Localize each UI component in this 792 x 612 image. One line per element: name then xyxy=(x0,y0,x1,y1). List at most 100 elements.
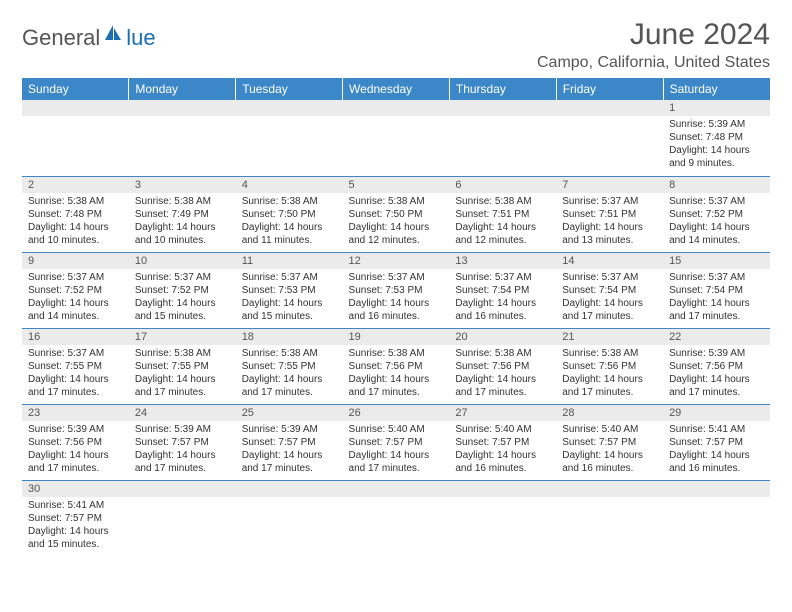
sunset-text: Sunset: 7:57 PM xyxy=(669,436,764,449)
calendar-day-cell xyxy=(449,100,556,176)
sunset-text: Sunset: 7:50 PM xyxy=(242,208,337,221)
calendar-day-cell: 11Sunrise: 5:37 AMSunset: 7:53 PMDayligh… xyxy=(236,252,343,328)
dayname-sun: Sunday xyxy=(22,78,129,100)
day-details: Sunrise: 5:39 AMSunset: 7:56 PMDaylight:… xyxy=(663,345,770,403)
sunset-text: Sunset: 7:55 PM xyxy=(28,360,123,373)
dayname-thu: Thursday xyxy=(449,78,556,100)
daylight-text: Daylight: 14 hours and 14 minutes. xyxy=(28,297,123,323)
daylight-text: Daylight: 14 hours and 17 minutes. xyxy=(455,373,550,399)
daylight-text: Daylight: 14 hours and 14 minutes. xyxy=(669,221,764,247)
day-details: Sunrise: 5:37 AMSunset: 7:52 PMDaylight:… xyxy=(22,269,129,327)
day-number xyxy=(343,481,450,497)
daylight-text: Daylight: 14 hours and 17 minutes. xyxy=(349,449,444,475)
calendar-day-cell: 25Sunrise: 5:39 AMSunset: 7:57 PMDayligh… xyxy=(236,404,343,480)
title-block: June 2024 Campo, California, United Stat… xyxy=(537,18,770,72)
calendar-day-cell: 22Sunrise: 5:39 AMSunset: 7:56 PMDayligh… xyxy=(663,328,770,404)
calendar-day-cell: 9Sunrise: 5:37 AMSunset: 7:52 PMDaylight… xyxy=(22,252,129,328)
day-number: 29 xyxy=(663,405,770,421)
day-details: Sunrise: 5:40 AMSunset: 7:57 PMDaylight:… xyxy=(556,421,663,479)
day-number: 24 xyxy=(129,405,236,421)
calendar-day-cell: 6Sunrise: 5:38 AMSunset: 7:51 PMDaylight… xyxy=(449,176,556,252)
daylight-text: Daylight: 14 hours and 10 minutes. xyxy=(28,221,123,247)
day-number: 1 xyxy=(663,100,770,116)
day-details: Sunrise: 5:37 AMSunset: 7:54 PMDaylight:… xyxy=(449,269,556,327)
sunrise-text: Sunrise: 5:38 AM xyxy=(349,347,444,360)
sunrise-text: Sunrise: 5:38 AM xyxy=(349,195,444,208)
sunrise-text: Sunrise: 5:38 AM xyxy=(28,195,123,208)
brand-logo: General lue xyxy=(22,24,156,51)
calendar-day-cell: 29Sunrise: 5:41 AMSunset: 7:57 PMDayligh… xyxy=(663,404,770,480)
calendar-day-cell: 4Sunrise: 5:38 AMSunset: 7:50 PMDaylight… xyxy=(236,176,343,252)
daylight-text: Daylight: 14 hours and 16 minutes. xyxy=(455,297,550,323)
calendar-day-cell: 18Sunrise: 5:38 AMSunset: 7:55 PMDayligh… xyxy=(236,328,343,404)
day-number: 22 xyxy=(663,329,770,345)
sail-icon xyxy=(103,24,123,47)
dayname-tue: Tuesday xyxy=(236,78,343,100)
day-number: 2 xyxy=(22,177,129,193)
sunrise-text: Sunrise: 5:39 AM xyxy=(28,423,123,436)
calendar-day-cell: 10Sunrise: 5:37 AMSunset: 7:52 PMDayligh… xyxy=(129,252,236,328)
sunset-text: Sunset: 7:53 PM xyxy=(242,284,337,297)
daylight-text: Daylight: 14 hours and 12 minutes. xyxy=(349,221,444,247)
sunset-text: Sunset: 7:55 PM xyxy=(135,360,230,373)
sunrise-text: Sunrise: 5:37 AM xyxy=(349,271,444,284)
month-title: June 2024 xyxy=(537,18,770,52)
sunset-text: Sunset: 7:54 PM xyxy=(455,284,550,297)
day-details: Sunrise: 5:38 AMSunset: 7:50 PMDaylight:… xyxy=(343,193,450,251)
day-details: Sunrise: 5:38 AMSunset: 7:55 PMDaylight:… xyxy=(236,345,343,403)
day-number: 6 xyxy=(449,177,556,193)
day-number: 11 xyxy=(236,253,343,269)
sunset-text: Sunset: 7:51 PM xyxy=(562,208,657,221)
sunrise-text: Sunrise: 5:39 AM xyxy=(669,118,764,131)
day-details: Sunrise: 5:37 AMSunset: 7:55 PMDaylight:… xyxy=(22,345,129,403)
sunrise-text: Sunrise: 5:37 AM xyxy=(669,195,764,208)
daylight-text: Daylight: 14 hours and 9 minutes. xyxy=(669,144,764,170)
day-number: 21 xyxy=(556,329,663,345)
day-number: 8 xyxy=(663,177,770,193)
sunset-text: Sunset: 7:57 PM xyxy=(455,436,550,449)
sunrise-text: Sunrise: 5:41 AM xyxy=(28,499,123,512)
day-number xyxy=(663,481,770,497)
daylight-text: Daylight: 14 hours and 11 minutes. xyxy=(242,221,337,247)
sunset-text: Sunset: 7:56 PM xyxy=(349,360,444,373)
calendar-day-cell xyxy=(556,480,663,556)
day-details: Sunrise: 5:38 AMSunset: 7:51 PMDaylight:… xyxy=(449,193,556,251)
calendar-day-cell: 28Sunrise: 5:40 AMSunset: 7:57 PMDayligh… xyxy=(556,404,663,480)
day-number xyxy=(129,100,236,116)
daylight-text: Daylight: 14 hours and 16 minutes. xyxy=(349,297,444,323)
calendar-day-cell: 5Sunrise: 5:38 AMSunset: 7:50 PMDaylight… xyxy=(343,176,450,252)
calendar-day-cell: 15Sunrise: 5:37 AMSunset: 7:54 PMDayligh… xyxy=(663,252,770,328)
day-details: Sunrise: 5:38 AMSunset: 7:56 PMDaylight:… xyxy=(556,345,663,403)
sunrise-text: Sunrise: 5:37 AM xyxy=(562,195,657,208)
daylight-text: Daylight: 14 hours and 16 minutes. xyxy=(669,449,764,475)
day-number: 5 xyxy=(343,177,450,193)
sunrise-text: Sunrise: 5:40 AM xyxy=(349,423,444,436)
calendar-week-row: 1Sunrise: 5:39 AMSunset: 7:48 PMDaylight… xyxy=(22,100,770,176)
day-number: 16 xyxy=(22,329,129,345)
day-details: Sunrise: 5:41 AMSunset: 7:57 PMDaylight:… xyxy=(663,421,770,479)
day-number: 7 xyxy=(556,177,663,193)
day-number xyxy=(449,100,556,116)
day-number: 4 xyxy=(236,177,343,193)
calendar-day-cell: 16Sunrise: 5:37 AMSunset: 7:55 PMDayligh… xyxy=(22,328,129,404)
day-details: Sunrise: 5:38 AMSunset: 7:48 PMDaylight:… xyxy=(22,193,129,251)
sunset-text: Sunset: 7:52 PM xyxy=(28,284,123,297)
calendar-day-cell: 7Sunrise: 5:37 AMSunset: 7:51 PMDaylight… xyxy=(556,176,663,252)
sunrise-text: Sunrise: 5:41 AM xyxy=(669,423,764,436)
sunrise-text: Sunrise: 5:38 AM xyxy=(242,347,337,360)
day-details: Sunrise: 5:37 AMSunset: 7:53 PMDaylight:… xyxy=(343,269,450,327)
calendar-day-cell xyxy=(22,100,129,176)
calendar-day-cell xyxy=(556,100,663,176)
sunrise-text: Sunrise: 5:39 AM xyxy=(242,423,337,436)
calendar-day-cell xyxy=(343,100,450,176)
day-details: Sunrise: 5:40 AMSunset: 7:57 PMDaylight:… xyxy=(343,421,450,479)
day-number xyxy=(236,481,343,497)
location-subtitle: Campo, California, United States xyxy=(537,54,770,72)
daylight-text: Daylight: 14 hours and 17 minutes. xyxy=(562,297,657,323)
daylight-text: Daylight: 14 hours and 17 minutes. xyxy=(562,373,657,399)
sunrise-text: Sunrise: 5:38 AM xyxy=(135,195,230,208)
day-details: Sunrise: 5:37 AMSunset: 7:52 PMDaylight:… xyxy=(663,193,770,251)
day-number: 19 xyxy=(343,329,450,345)
day-number xyxy=(129,481,236,497)
calendar-day-cell: 20Sunrise: 5:38 AMSunset: 7:56 PMDayligh… xyxy=(449,328,556,404)
